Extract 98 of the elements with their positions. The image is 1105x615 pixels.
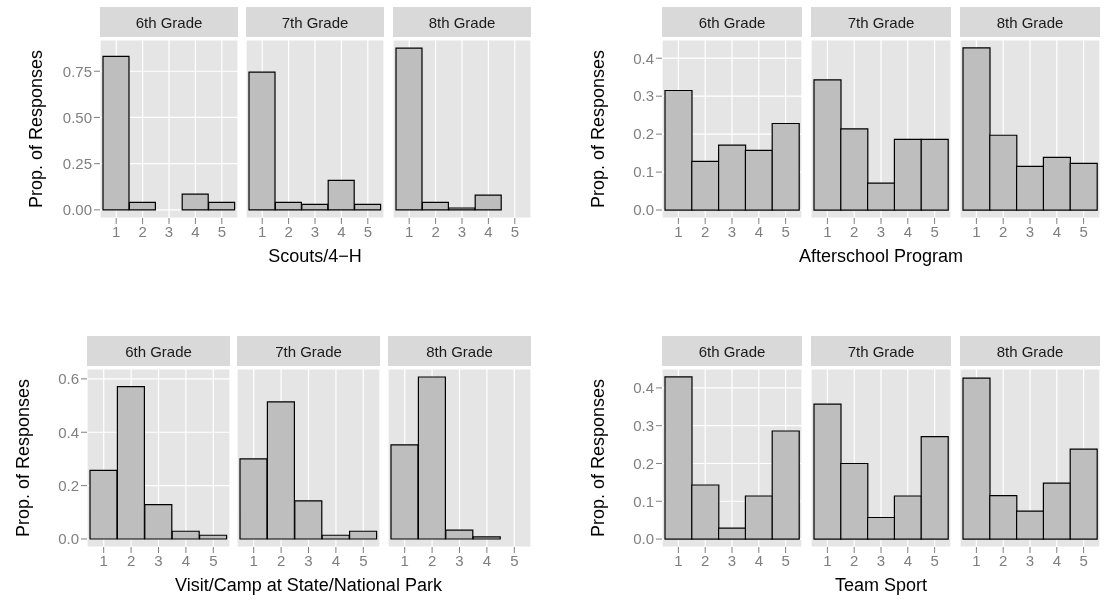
y-axis-title: Prop. of Responses [25,49,47,209]
y-tick-label: 0.75 [62,62,92,80]
x-tick-label: 4 [1052,551,1061,569]
y-axis-title: Prop. of Responses [587,378,609,538]
y-tick-label: 0.0 [633,201,654,219]
chart-title: 6th Grade [662,336,802,366]
x-tick-label: 4 [181,551,191,569]
chart-title: 8th Grade [388,336,531,366]
y-tick-label: 0.2 [633,125,654,143]
y-tick-label: 0.4 [58,423,79,441]
x-tick-label: 5 [217,222,226,240]
y-tick-label: 0.4 [633,379,654,397]
x-tick-label: 2 [138,222,147,240]
chart-title: 8th Grade [393,7,531,37]
x-tick-label: 5 [781,551,790,569]
x-tick-label: 1 [972,222,981,240]
x-tick-label: 2 [427,551,437,569]
y-tick-label: 0.00 [62,201,92,219]
x-tick-label: 3 [455,551,464,569]
x-tick-label: 5 [510,551,519,569]
chart-title: 7th Grade [237,336,380,366]
chart-title: 6th Grade [87,336,230,366]
x-tick-label: 5 [510,222,519,240]
x-tick-label: 2 [850,222,859,240]
x-tick-label: 3 [1025,222,1035,240]
x-axis-title: Team Sport [834,575,928,596]
x-tick-label: 3 [876,551,886,569]
x-tick-label: 4 [903,222,912,240]
chart-title: 6th Grade [662,7,802,37]
x-tick-label: 4 [191,222,200,240]
x-tick-label: 2 [701,551,710,569]
x-axis-title: Visit/Camp at State/National Park [175,575,442,596]
chart-title: 6th Grade [100,7,238,37]
y-tick-label: 0.50 [62,108,92,126]
x-tick-label: 4 [754,222,763,240]
y-tick-label: 0.0 [633,530,654,548]
x-tick-label: 5 [359,551,368,569]
y-tick-label: 0.4 [633,49,654,67]
x-tick-label: 4 [484,222,493,240]
x-tick-label: 2 [284,222,293,240]
x-tick-label: 1 [400,551,409,569]
x-tick-label: 3 [164,222,174,240]
x-tick-label: 4 [482,551,492,569]
x-tick-label: 2 [850,551,859,569]
x-tick-label: 2 [431,222,440,240]
x-tick-label: 5 [1079,222,1088,240]
x-tick-label: 1 [405,222,414,240]
x-tick-label: 2 [276,551,286,569]
x-tick-label: 3 [876,222,886,240]
chart-title: 7th Grade [811,336,951,366]
x-tick-label: 3 [304,551,313,569]
x-tick-label: 5 [209,551,218,569]
y-tick-label: 0.1 [633,163,654,181]
x-tick-label: 5 [930,551,939,569]
x-tick-label: 2 [126,551,136,569]
x-tick-label: 5 [781,222,790,240]
x-tick-label: 4 [331,551,341,569]
x-tick-label: 2 [999,551,1008,569]
x-tick-label: 1 [112,222,121,240]
x-tick-label: 4 [1052,222,1061,240]
x-tick-label: 1 [823,551,832,569]
x-tick-label: 4 [337,222,346,240]
x-tick-label: 1 [674,222,683,240]
x-tick-label: 3 [310,222,320,240]
y-tick-label: 0.0 [58,530,79,548]
x-tick-label: 1 [674,551,683,569]
x-tick-label: 5 [363,222,372,240]
x-tick-label: 2 [999,222,1008,240]
x-tick-label: 3 [457,222,467,240]
y-tick-label: 0.3 [633,417,654,435]
y-tick-label: 0.25 [62,154,92,172]
chart-title: 8th Grade [960,7,1100,37]
x-tick-label: 5 [930,222,939,240]
x-tick-label: 5 [1079,551,1088,569]
x-tick-label: 3 [1025,551,1035,569]
x-axis-title: Scouts/4−H [268,246,362,267]
y-tick-label: 0.2 [58,476,79,494]
y-tick-label: 0.3 [633,87,654,105]
y-tick-label: 0.2 [633,454,654,472]
chart-title: 7th Grade [811,7,951,37]
chart-title: 8th Grade [960,336,1100,366]
x-tick-label: 3 [727,222,737,240]
x-tick-label: 1 [823,222,832,240]
chart-title: 7th Grade [246,7,384,37]
y-tick-label: 0.1 [633,492,654,510]
x-tick-label: 3 [727,551,737,569]
y-tick-label: 0.6 [58,370,79,388]
x-tick-label: 1 [249,551,258,569]
x-tick-label: 2 [701,222,710,240]
y-axis-title: Prop. of Responses [12,378,34,538]
y-axis-title: Prop. of Responses [587,49,609,209]
x-tick-label: 4 [903,551,912,569]
x-tick-label: 1 [99,551,108,569]
x-tick-label: 4 [754,551,763,569]
x-tick-label: 3 [154,551,163,569]
x-tick-label: 1 [258,222,267,240]
x-tick-label: 1 [972,551,981,569]
x-axis-title: Afterschool Program [798,246,964,267]
